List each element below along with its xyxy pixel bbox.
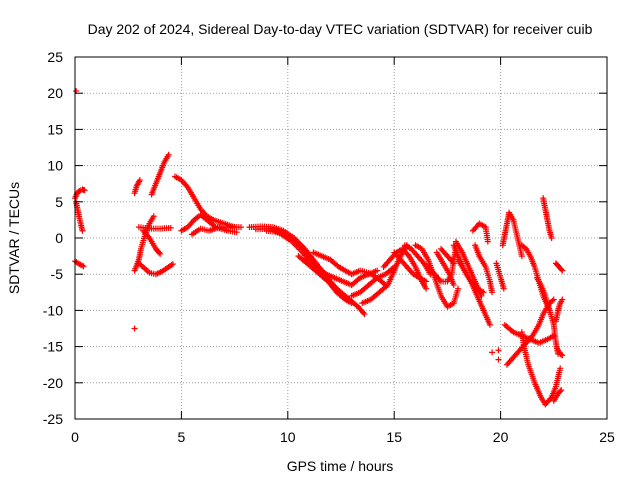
x-tick-label: 15 <box>386 429 402 445</box>
data-point <box>550 296 557 303</box>
data-point <box>167 224 174 231</box>
data-point <box>557 388 564 395</box>
data-track <box>501 321 557 346</box>
data-track <box>469 220 491 245</box>
data-track <box>552 260 566 274</box>
data-track <box>401 242 434 278</box>
data-track <box>391 249 430 285</box>
data-track <box>555 347 566 359</box>
data-point <box>495 356 502 363</box>
y-axis-ticks: -25 -20 -15 -10 -5 0 5 10 15 20 25 <box>43 49 607 427</box>
data-point <box>486 321 493 328</box>
y-tick-label: 15 <box>47 121 63 137</box>
data-point <box>233 229 240 236</box>
data-point <box>79 227 86 234</box>
data-point <box>156 249 163 256</box>
data-point <box>495 347 502 354</box>
data-track <box>359 242 410 307</box>
x-tick-label: 0 <box>71 429 79 445</box>
y-tick-label: 10 <box>47 158 63 174</box>
data-point <box>237 224 244 231</box>
data-points <box>72 88 566 408</box>
y-tick-label: -15 <box>43 339 63 355</box>
data-track <box>172 173 244 231</box>
data-track <box>433 249 457 289</box>
data-point <box>374 267 381 274</box>
isolated-points <box>73 88 502 363</box>
y-tick-label: 25 <box>47 49 63 65</box>
data-point <box>455 285 462 292</box>
y-tick-label: -25 <box>43 411 63 427</box>
data-track <box>72 186 88 202</box>
data-point <box>500 285 507 292</box>
data-track <box>455 256 487 296</box>
data-track <box>72 258 87 270</box>
data-point <box>559 296 566 303</box>
x-axis-ticks: 0 5 10 15 20 25 <box>71 57 615 445</box>
data-point <box>557 365 564 372</box>
data-track <box>131 177 143 197</box>
x-tick-label: 25 <box>599 429 615 445</box>
y-tick-label: -10 <box>43 302 63 318</box>
data-point <box>559 267 566 274</box>
data-point <box>361 311 368 318</box>
data-point <box>136 177 143 184</box>
data-point <box>484 238 491 245</box>
x-tick-label: 20 <box>493 429 509 445</box>
data-track <box>189 224 240 238</box>
data-track <box>493 260 507 292</box>
data-point <box>558 387 565 394</box>
data-point <box>480 289 487 296</box>
data-track <box>131 213 157 274</box>
chart-title: Day 202 of 2024, Sidereal Day-to-day VTE… <box>88 21 593 37</box>
data-point <box>489 289 496 296</box>
data-track <box>550 387 565 404</box>
y-tick-label: 20 <box>47 85 63 101</box>
y-tick-label: -5 <box>51 266 64 282</box>
data-track <box>135 260 176 278</box>
x-axis-label: GPS time / hours <box>287 458 394 474</box>
data-point <box>169 261 176 268</box>
data-point <box>150 213 157 220</box>
y-tick-label: 5 <box>55 194 63 210</box>
data-point <box>80 263 87 270</box>
data-point <box>165 151 172 158</box>
data-point <box>518 253 525 260</box>
y-tick-label: 0 <box>55 230 63 246</box>
data-track <box>140 227 164 257</box>
data-point <box>423 285 430 292</box>
x-tick-label: 10 <box>280 429 296 445</box>
x-tick-label: 5 <box>178 429 186 445</box>
data-track <box>518 329 564 408</box>
y-axis-label: SDTVAR / TECUs <box>6 182 22 294</box>
data-point <box>423 278 430 285</box>
data-point <box>450 260 457 267</box>
data-point <box>558 266 565 273</box>
data-track <box>148 151 172 198</box>
data-point <box>558 351 565 358</box>
data-point <box>559 352 566 359</box>
data-point <box>157 250 164 257</box>
data-track <box>552 296 566 325</box>
data-point <box>81 187 88 194</box>
data-point <box>131 325 138 332</box>
data-track <box>540 195 555 241</box>
data-track <box>295 253 368 318</box>
y-tick-label: -20 <box>43 375 63 391</box>
data-track <box>499 209 525 260</box>
data-point <box>489 349 496 356</box>
data-point <box>450 282 457 289</box>
data-track <box>135 224 174 232</box>
data-track <box>438 245 457 267</box>
data-point <box>548 235 555 241</box>
data-track <box>472 242 496 296</box>
